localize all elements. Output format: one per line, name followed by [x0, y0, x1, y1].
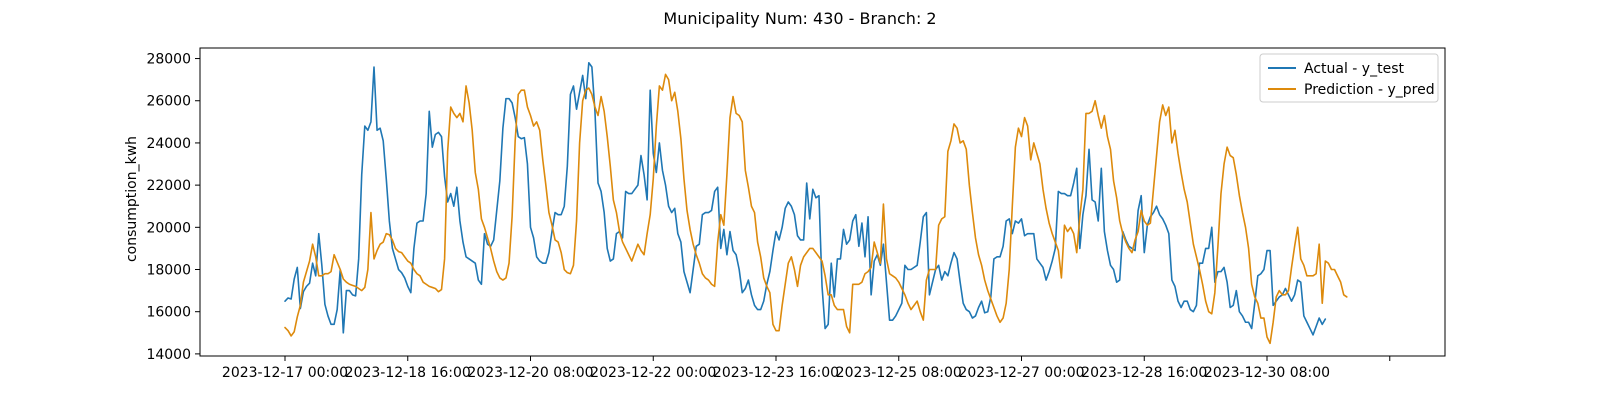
y-tick-label: 26000 — [146, 94, 191, 110]
y-axis-label: consumption_kwh — [124, 136, 140, 262]
x-tick-label: 2023-12-17 00:00 — [222, 365, 348, 381]
series-layer — [284, 61, 1348, 345]
x-tick-label: 2023-12-23 16:00 — [713, 365, 839, 381]
y-tick-label: 24000 — [146, 136, 191, 152]
legend: Actual - y_test Prediction - y_pred — [1259, 53, 1439, 103]
legend-box — [1259, 53, 1439, 103]
x-tick-label: 2023-12-18 16:00 — [345, 365, 471, 381]
x-tick-label: 2023-12-28 16:00 — [1081, 365, 1207, 381]
y-axis: 14000 16000 18000 20000 22000 24000 26000 28000 — [146, 52, 200, 363]
legend-label: Prediction - y_pred — [1304, 82, 1435, 98]
y-tick-label: 18000 — [146, 263, 191, 279]
x-tick-label: 2023-12-20 08:00 — [467, 365, 593, 381]
chart-title: Municipality Num: 430 - Branch: 2 — [663, 9, 936, 28]
x-tick-label: 2023-12-30 08:00 — [1204, 365, 1330, 381]
y-tick-label: 14000 — [146, 347, 191, 363]
plot-frame — [199, 47, 1446, 357]
legend-label: Actual - y_test — [1304, 61, 1404, 77]
series-line-prediction — [284, 73, 1348, 345]
y-tick-label: 20000 — [146, 220, 191, 236]
series-line-actual — [284, 61, 1327, 336]
y-tick-label: 22000 — [146, 178, 191, 194]
x-tick-label: 2023-12-22 00:00 — [590, 365, 716, 381]
y-tick-label: 16000 — [146, 305, 191, 321]
x-tick-label: 2023-12-27 00:00 — [958, 365, 1084, 381]
y-tick-label: 28000 — [146, 52, 191, 68]
x-tick-label: 2023-12-25 08:00 — [836, 365, 962, 381]
